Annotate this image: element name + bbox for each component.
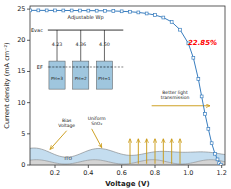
chart: 0.2 0.4 0.6 0.8 1.0 1.2 0 5 10 15 20 25 Voltage (V) C… (0, 0, 231, 189)
data (30, 9, 222, 165)
sno2-layer (30, 148, 225, 164)
arrow (130, 139, 131, 164)
box-ef-line (73, 66, 89, 67)
jv-point (216, 158, 219, 161)
jv-point (219, 163, 222, 165)
jv-point (112, 10, 115, 13)
jv-line (30, 10, 221, 164)
x-tick-label: 0.4 (83, 169, 93, 177)
arrow (152, 105, 210, 106)
jv-point (179, 28, 182, 31)
jv-point (129, 10, 132, 13)
jv-point (204, 112, 207, 115)
box-ef-line (49, 66, 65, 67)
arrow (171, 139, 172, 164)
jv-point (95, 9, 98, 12)
x-tick (188, 165, 189, 168)
arrow (138, 139, 139, 164)
x-tick-label: 0.2 (50, 169, 60, 177)
jv-point (79, 9, 82, 12)
jv-point (70, 9, 73, 12)
jv-point (137, 11, 140, 14)
jv-point (210, 142, 213, 145)
jv-point (162, 16, 165, 19)
jv-point (197, 78, 200, 81)
ph-label: PH=2 (75, 76, 87, 81)
jv-point (87, 9, 90, 12)
arrow (155, 139, 156, 164)
y-axis-label: Current density (mA cm⁻²) (3, 42, 11, 128)
arrow (92, 129, 102, 148)
sno2-border (30, 148, 225, 157)
jv-point (54, 9, 57, 12)
decoration (30, 106, 225, 165)
ito-border (30, 160, 225, 164)
y-tick-label: 0 (21, 161, 25, 169)
energy-level-label: 4.36 (75, 42, 86, 47)
jv-point (62, 9, 65, 12)
jv-point (45, 9, 48, 12)
y-tick (27, 133, 30, 134)
jv-point (207, 127, 210, 130)
x-axis-label: Voltage (V) (105, 180, 149, 188)
jv-point (154, 14, 157, 17)
x-tick-label: 0.8 (150, 169, 160, 177)
x-tick (155, 165, 156, 168)
y-tick (27, 9, 30, 10)
y-tick-label: 25 (17, 5, 25, 13)
axes: 0.2 0.4 0.6 0.8 1.0 1.2 0 5 10 15 20 25 (17, 5, 227, 177)
y-tick (27, 71, 30, 72)
x-tick (55, 165, 56, 168)
inset-title: Adjustable Wp (68, 14, 104, 21)
jv-point (30, 9, 31, 12)
level-box (49, 61, 65, 89)
level-box (73, 61, 89, 89)
evac-label: Evac (31, 27, 43, 33)
x-tick-label: 1.0 (183, 169, 193, 177)
y-tick (27, 40, 30, 41)
y-tick-label: 5 (21, 130, 25, 138)
inset (48, 30, 123, 89)
jv-point (104, 9, 107, 12)
arrow (146, 139, 147, 164)
x-tick (88, 165, 89, 168)
jv-point (200, 95, 203, 98)
energy-level-label: 4.23 (52, 42, 63, 47)
y-tick (27, 165, 30, 166)
arrow (180, 139, 181, 164)
ito-label: ITO (65, 156, 73, 161)
level-box (96, 61, 112, 89)
ph-label: PH=1 (98, 76, 110, 81)
better-label: Better lighttransmission (161, 90, 190, 100)
ef-label: EF (37, 64, 43, 70)
jv-point (170, 21, 173, 24)
plot-frame (30, 6, 225, 165)
jv-point (145, 12, 148, 15)
jv-point (214, 152, 217, 155)
bias-label: BiasVoltage (58, 118, 75, 128)
y-tick-label: 10 (17, 99, 25, 107)
energy-level-label: 4.50 (99, 42, 110, 47)
ph-label: PH=3 (51, 76, 63, 81)
arrow (50, 131, 67, 150)
x-tick-label: 1.2 (216, 169, 226, 177)
box-ef-line (96, 66, 112, 67)
x-tick (221, 165, 222, 168)
x-tick-label: 0.6 (116, 169, 126, 177)
evac-line (48, 30, 123, 31)
arrow (163, 139, 164, 164)
y-tick-label: 20 (17, 36, 25, 44)
y-tick-label: 15 (17, 67, 25, 75)
y-tick (27, 102, 30, 103)
jv-point (192, 56, 195, 59)
jv-point (120, 10, 123, 13)
efficiency-annotation: 22.85% (188, 39, 217, 47)
jv-point (37, 9, 40, 12)
uniform-label: UniformSnO₂ (88, 116, 106, 126)
x-tick (121, 165, 122, 168)
